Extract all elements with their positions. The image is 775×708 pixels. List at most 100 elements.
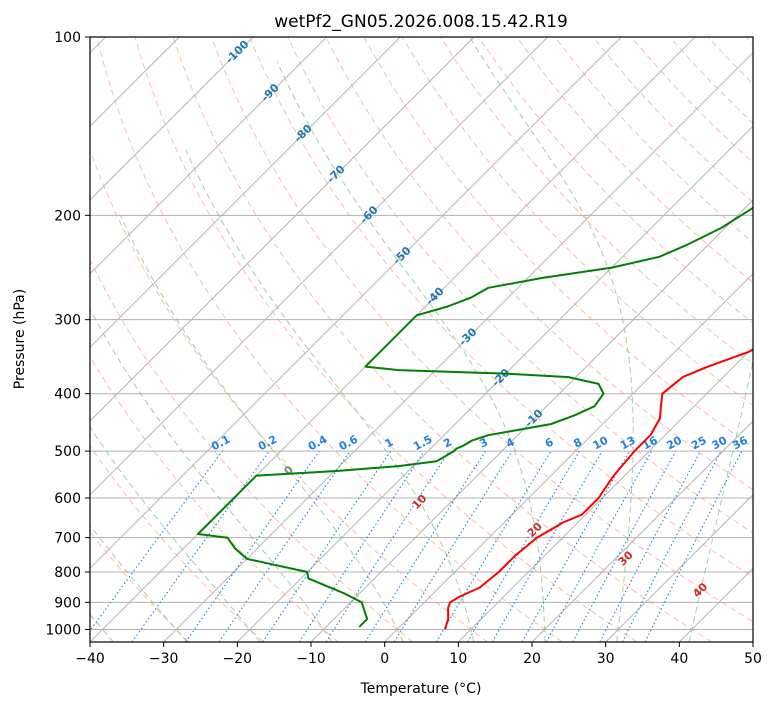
isotherm-line (605, 493, 753, 642)
x-tick-label: 10 (449, 651, 467, 667)
x-tick-label: 50 (744, 651, 762, 667)
y-tick-label: 800 (54, 565, 81, 581)
dry-adiabat-line (669, 37, 753, 124)
mixing-ratio-line (185, 450, 320, 642)
mixing-ratio-label: 0.1 (209, 433, 232, 454)
isotherm-line (384, 272, 753, 642)
isotherm-line (236, 125, 753, 642)
dry-adiabat-line (90, 445, 264, 642)
mixing-ratio-label: 20 (664, 434, 684, 453)
isotherm-line (678, 567, 753, 642)
mixing-ratio-line (218, 450, 351, 642)
dry-adiabat-line (90, 258, 414, 642)
moist-adiabat-line (185, 149, 475, 642)
x-tick-label: −30 (149, 651, 179, 667)
moist-adiabat-label: 0 (281, 463, 296, 478)
mixing-ratio-label: 10 (591, 434, 611, 453)
y-tick-label: 300 (54, 313, 81, 329)
isotherm-line (531, 420, 753, 642)
dry-adiabat-line (439, 37, 753, 365)
mixing-ratio-label: 0.2 (256, 433, 279, 454)
isotherm-line (163, 51, 753, 642)
mixing-ratio-line (262, 450, 392, 642)
dry-adiabat-line (325, 37, 753, 491)
isotherm-line (310, 199, 753, 642)
isotherm-line (90, 37, 475, 422)
mixing-ratio-line (572, 450, 677, 642)
x-axis-label: Temperature (°C) (360, 681, 482, 697)
x-tick-label: 20 (523, 651, 541, 667)
mixing-ratio-line (298, 450, 425, 642)
mixing-ratio-line (599, 450, 701, 642)
x-tick-label: −20 (223, 651, 253, 667)
dry-adiabat-line (172, 37, 712, 642)
dry-adiabat-line (210, 37, 753, 623)
mixing-ratio-label: 8 (571, 435, 584, 450)
y-axis-label: Pressure (hPa) (12, 289, 28, 389)
moist-adiabat-line (688, 358, 753, 642)
mixing-ratio-line (644, 450, 743, 642)
x-tick-label: 0 (380, 651, 389, 667)
moist-adiabat-label: 30 (616, 548, 636, 568)
mixing-ratio-line (545, 450, 653, 642)
y-tick-label: 500 (54, 444, 81, 460)
moist-adiabat-line (90, 308, 333, 642)
y-tick-label: 1000 (45, 622, 81, 638)
mixing-ratio-line (364, 450, 486, 642)
x-tick-label: 30 (597, 651, 615, 667)
dry-adiabat-line (554, 37, 753, 243)
plot-frame (89, 36, 754, 643)
dry-adiabat-line (592, 37, 753, 203)
mixing-ratio-label: 36 (730, 434, 750, 453)
chart-title: wetPf2_GN05.2026.008.15.42.R19 (274, 12, 568, 32)
isotherm-line (457, 346, 753, 642)
y-tick-label: 700 (54, 531, 81, 547)
x-tick-label: −40 (75, 651, 105, 667)
moist-adiabat-line (469, 37, 634, 642)
dry-adiabat-line (90, 355, 339, 642)
dewpoint-line (197, 206, 753, 628)
isotherm-line (752, 641, 753, 642)
isotherm-line (90, 37, 328, 275)
isotherm-line (90, 37, 622, 570)
isotherm-line (90, 37, 401, 349)
mixing-ratio-label: 0.4 (306, 433, 330, 454)
mixing-ratio-line (393, 450, 513, 642)
moist-adiabat-line (120, 215, 404, 642)
y-tick-label: 200 (54, 208, 81, 224)
dry-adiabat-line (287, 37, 753, 534)
isotherm-line (90, 37, 254, 201)
dry-adiabat-line (516, 37, 753, 284)
dry-adiabat-line (90, 148, 488, 642)
mixing-ratio-label: 1.5 (411, 433, 434, 454)
y-tick-label: 400 (54, 387, 81, 403)
x-tick-label: −10 (296, 651, 326, 667)
y-tick-label: 100 (54, 30, 81, 46)
y-tick-label: 900 (54, 595, 81, 611)
mixing-ratio-label: 30 (710, 434, 730, 453)
mixing-ratio-label: 0.6 (337, 433, 361, 454)
moist-adiabat-label: 10 (410, 492, 430, 512)
mixing-ratio-line (325, 450, 450, 642)
dry-adiabat-line (707, 37, 753, 85)
dry-adiabat-line (134, 37, 638, 642)
moist-adiabat-line (762, 37, 775, 642)
mixing-ratio-label: 2 (441, 435, 454, 450)
mixing-ratio-label: 16 (640, 434, 660, 453)
mixing-ratio-label: 25 (689, 434, 709, 453)
moist-adiabat-line (90, 524, 188, 642)
mixing-ratio-label: 13 (618, 434, 638, 453)
mixing-ratio-line (131, 450, 270, 642)
y-tick-label: 600 (54, 491, 81, 507)
temperature-line (444, 348, 753, 630)
moist-adiabat-line (90, 426, 261, 642)
mixing-ratio-label: 6 (543, 435, 556, 450)
moist-adiabat-line (276, 61, 546, 642)
dry-adiabat-line (96, 37, 563, 642)
mixing-ratio-line (435, 450, 552, 642)
isotherm-line (90, 37, 549, 496)
dry-adiabat-line (90, 531, 190, 642)
mixing-ratio-line (90, 450, 223, 632)
